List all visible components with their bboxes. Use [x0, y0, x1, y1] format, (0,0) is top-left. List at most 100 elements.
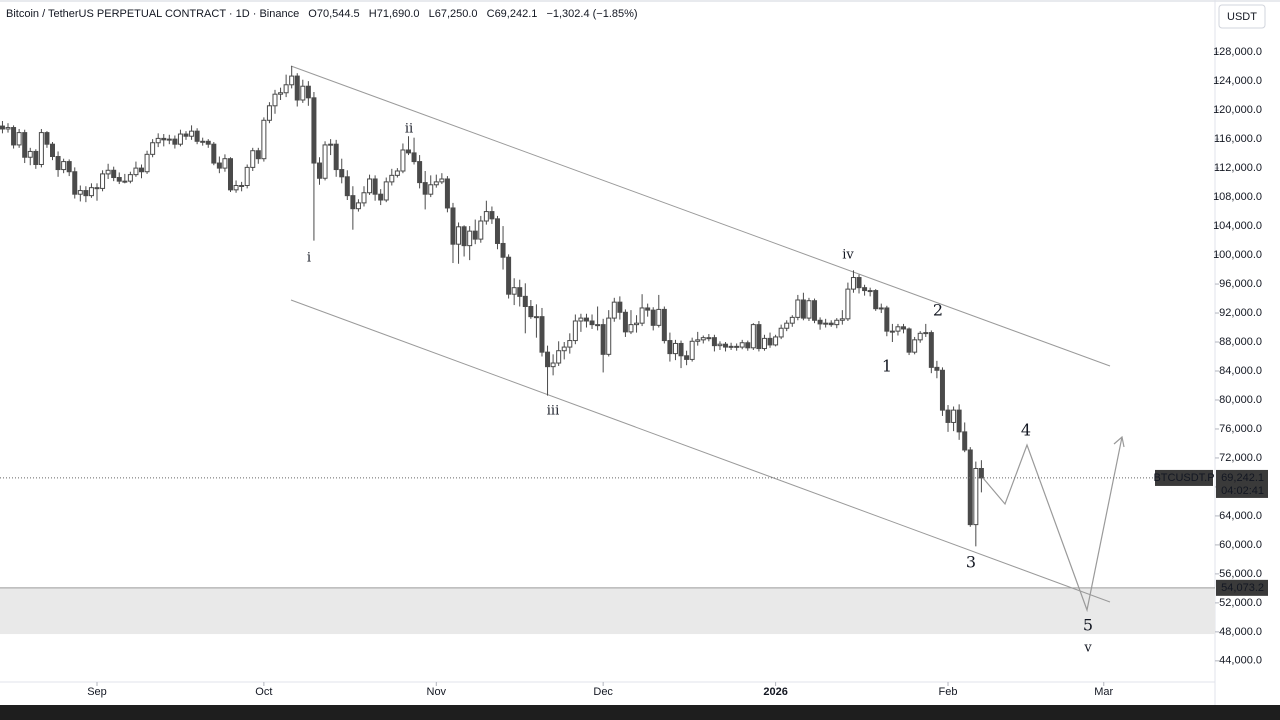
y-tick-label: 80,000.0: [1219, 394, 1262, 406]
candle-body: [244, 166, 250, 186]
candle-body: [889, 330, 895, 333]
candle-body: [901, 326, 907, 330]
candle-body: [756, 324, 762, 350]
candle-body: [88, 187, 94, 197]
candle-body: [38, 132, 44, 165]
candle-body: [378, 193, 384, 201]
candle-body: [116, 177, 122, 182]
candle-body: [567, 340, 573, 348]
candle-body: [155, 137, 161, 144]
x-tick-label: Sep: [87, 686, 107, 698]
candle-body: [862, 287, 868, 292]
candle-body: [706, 337, 712, 340]
candle-body: [216, 162, 222, 169]
ohlc-value: 71,690.0: [376, 8, 420, 20]
candle-body: [189, 130, 195, 137]
candle-body: [522, 295, 528, 308]
candle-body: [539, 316, 545, 353]
candle-body: [745, 342, 751, 349]
header: Bitcoin / TetherUS PERPETUAL CONTRACT · …: [6, 8, 638, 20]
candle-body: [5, 127, 11, 130]
candle-body: [200, 140, 206, 143]
wave-label: 4: [1021, 421, 1031, 440]
candle-body: [400, 149, 406, 172]
candle-body: [828, 322, 834, 326]
candle-body: [478, 220, 484, 240]
candle-body: [172, 138, 178, 145]
candle-body: [739, 342, 745, 348]
candle-body: [350, 195, 356, 210]
candle-body: [233, 184, 239, 191]
candle-body: [923, 332, 929, 335]
candle-body: [22, 132, 28, 158]
candle-body: [183, 133, 189, 137]
channel-lower: [290, 299, 1111, 603]
candle-body: [194, 130, 200, 142]
candle-body: [622, 311, 628, 333]
y-tick-label: 88,000.0: [1219, 336, 1262, 348]
candle-body: [556, 350, 562, 364]
change: −1,302.4 (−1.85%): [546, 8, 638, 20]
ohlc-value: 70,544.5: [316, 8, 360, 20]
wave-label: 3: [966, 553, 976, 572]
candle-body: [205, 140, 211, 145]
candle-body: [967, 449, 973, 526]
ohlc-value: 67,250.0: [434, 8, 478, 20]
candle-body: [595, 324, 601, 327]
candle-body: [600, 324, 606, 355]
candle-body: [684, 355, 690, 360]
candle-body: [50, 143, 56, 158]
candle-body: [367, 178, 373, 194]
currency: USDT: [1227, 11, 1257, 23]
y-tick-label: 112,000.0: [1214, 162, 1262, 174]
candle-body: [611, 301, 617, 319]
candle-body: [750, 324, 756, 349]
candle-body: [678, 342, 684, 357]
candle-body: [450, 207, 456, 245]
candle-body: [266, 105, 272, 121]
candle-body: [355, 202, 361, 210]
candle-body: [250, 150, 256, 168]
candle-body: [845, 288, 851, 320]
wave-label: iii: [547, 404, 559, 419]
candle-body: [773, 336, 779, 346]
candle-body: [417, 161, 423, 184]
y-tick-label: 60,000.0: [1219, 539, 1262, 551]
candle-body: [728, 345, 734, 348]
candle-body: [328, 143, 334, 146]
candle-body: [606, 317, 612, 355]
y-tick-label: 100,000.0: [1213, 249, 1262, 261]
candle-body: [72, 171, 78, 195]
candle-body: [806, 300, 812, 319]
candle-body: [884, 307, 890, 332]
projection-path: [982, 436, 1123, 613]
x-tick-label: Mar: [1094, 686, 1113, 698]
y-tick-label: 92,000.0: [1219, 307, 1262, 319]
candle-body: [895, 326, 901, 332]
x-tick-label: 2026: [763, 686, 787, 698]
y-tick-label: 44,000.0: [1219, 655, 1262, 667]
candle-body: [361, 192, 367, 204]
wave-label: 2: [933, 301, 943, 320]
candle-body: [311, 97, 317, 164]
candle-body: [533, 316, 539, 319]
currency-box[interactable]: [1218, 4, 1266, 29]
last-price-box: [1216, 469, 1268, 498]
candle-body: [422, 182, 428, 195]
candle-body: [33, 150, 39, 165]
candle-body: [917, 332, 923, 341]
candle-body: [672, 342, 678, 355]
candle-body: [645, 307, 651, 311]
candle-body: [939, 369, 945, 411]
candle-body: [834, 319, 840, 326]
candle-body: [689, 340, 695, 360]
title: Bitcoin / TetherUS PERPETUAL CONTRACT · …: [6, 8, 300, 20]
candle-body: [411, 152, 417, 163]
candle-body: [150, 142, 156, 155]
support-price-label: 54,073.2: [1221, 582, 1264, 594]
wave-label: 5: [1083, 616, 1093, 635]
candle-body: [161, 137, 167, 141]
candle-body: [428, 184, 434, 195]
candle-body: [817, 319, 823, 325]
